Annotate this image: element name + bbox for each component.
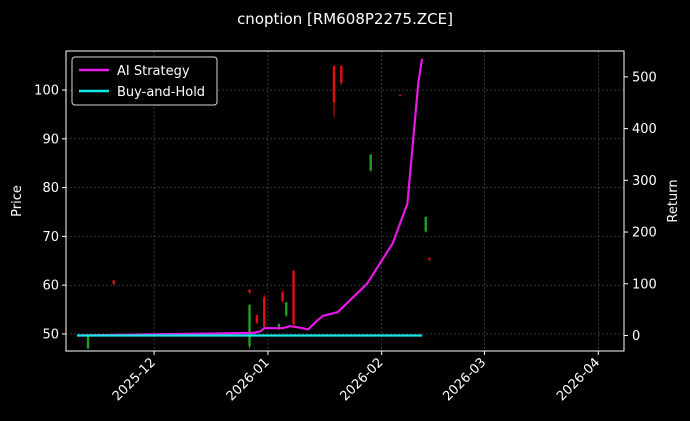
y-tick-label-right: 500 <box>632 70 657 85</box>
candle-body <box>112 280 115 284</box>
plot-frame <box>65 50 625 352</box>
candle-body <box>292 270 295 325</box>
y-tick-label-left: 60 <box>42 279 59 294</box>
candle <box>263 294 266 330</box>
candle <box>424 216 427 233</box>
candle-body <box>248 304 251 347</box>
y-tick-label-right: 400 <box>632 122 657 137</box>
y-tick-label-right: 300 <box>632 174 657 189</box>
legend: AI Strategy Buy-and-Hold <box>71 56 218 106</box>
y-tick-label-right: 100 <box>632 277 657 292</box>
candle <box>369 154 372 172</box>
candle-body <box>255 315 259 323</box>
y-tick-label-right: 0 <box>632 329 640 344</box>
y-tick-label-left: 80 <box>42 181 59 196</box>
candle-body <box>369 154 372 171</box>
candle-body <box>277 324 281 330</box>
candle-body <box>263 297 266 327</box>
candle-body <box>332 65 336 103</box>
grid-layer <box>66 51 624 351</box>
candle-body <box>285 302 288 316</box>
y-tick-label-left: 70 <box>42 230 59 245</box>
candle <box>281 291 284 303</box>
candle <box>398 94 402 97</box>
y-tick-label-right: 200 <box>632 226 657 241</box>
candle-body <box>281 292 284 301</box>
candle <box>285 302 288 317</box>
series-line-ai-strategy <box>76 58 424 337</box>
chart-title: cnoption [RM608P2275.ZCE] <box>237 10 453 28</box>
candle-layer <box>86 65 431 349</box>
legend-label-ai-strategy: AI Strategy <box>117 64 190 79</box>
candle <box>332 65 336 117</box>
legend-label-buy-and-hold: Buy-and-Hold <box>117 85 205 100</box>
y-axis-label-right: Return <box>666 179 681 222</box>
candle-body <box>428 257 431 260</box>
y-axis-label-left: Price <box>10 185 25 217</box>
candle <box>340 65 343 86</box>
candle <box>255 314 259 325</box>
candle <box>86 334 90 349</box>
candle <box>248 289 251 294</box>
candle-body <box>424 216 427 232</box>
series-layer <box>76 58 424 337</box>
y-tick-label-left: 50 <box>42 327 59 342</box>
candle <box>428 257 431 261</box>
y-tick-label-left: 100 <box>34 84 59 99</box>
candle-body <box>340 65 343 83</box>
candle <box>248 304 251 349</box>
y-tick-label-left: 90 <box>42 132 59 147</box>
candle <box>292 270 295 327</box>
candle-body <box>86 334 90 349</box>
candle-body <box>398 94 402 96</box>
candle-body <box>248 290 251 293</box>
candle <box>112 280 115 286</box>
